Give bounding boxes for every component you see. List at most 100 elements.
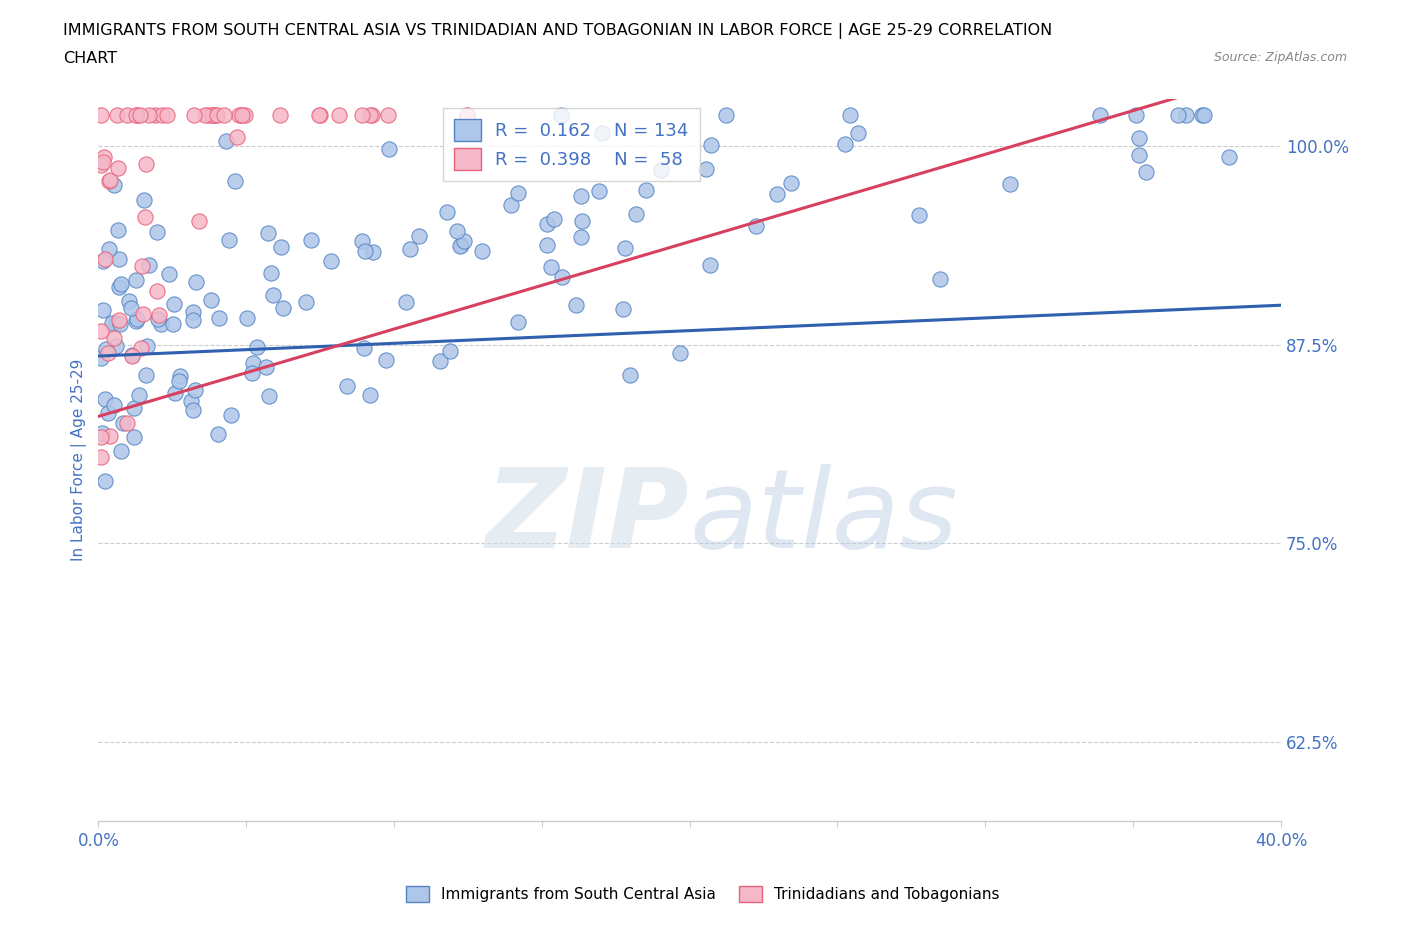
Point — [224, 173, 246, 188]
Point — [98, 173, 121, 188]
Point — [183, 107, 205, 122]
Point — [536, 238, 558, 253]
Point — [375, 352, 398, 367]
Point — [471, 244, 494, 259]
Point — [613, 240, 636, 255]
Point — [97, 405, 120, 420]
Point — [551, 270, 574, 285]
Point — [591, 126, 613, 140]
Point — [91, 302, 114, 317]
Point — [90, 351, 112, 365]
Point — [157, 266, 180, 281]
Point — [506, 314, 529, 329]
Point — [229, 107, 252, 122]
Point — [766, 187, 789, 202]
Point — [107, 161, 129, 176]
Point — [361, 245, 384, 259]
Point — [449, 239, 471, 254]
Point — [309, 107, 332, 122]
Point — [619, 368, 641, 383]
Point — [271, 300, 294, 315]
Point — [228, 107, 250, 122]
Point — [105, 107, 128, 122]
Point — [104, 339, 127, 354]
Text: Source: ZipAtlas.com: Source: ZipAtlas.com — [1213, 51, 1347, 64]
Point — [353, 341, 375, 356]
Point — [90, 157, 112, 172]
Point — [246, 339, 269, 354]
Point — [204, 107, 226, 122]
Point — [108, 316, 131, 331]
Point — [233, 107, 256, 122]
Point — [231, 107, 253, 122]
Point — [846, 126, 869, 140]
Point — [377, 107, 399, 122]
Point — [612, 301, 634, 316]
Point — [122, 401, 145, 416]
Point — [446, 223, 468, 238]
Point — [1174, 107, 1197, 122]
Point — [143, 107, 166, 122]
Point — [125, 107, 148, 122]
Point — [212, 107, 235, 122]
Point — [90, 107, 112, 122]
Point — [134, 209, 156, 224]
Point — [194, 107, 217, 122]
Point — [108, 312, 131, 327]
Point — [256, 226, 278, 241]
Point — [121, 349, 143, 364]
Point — [135, 339, 157, 353]
Point — [218, 232, 240, 247]
Point — [96, 341, 118, 356]
Point — [456, 107, 478, 122]
Point — [839, 107, 862, 122]
Point — [121, 348, 143, 363]
Point — [352, 233, 374, 248]
Point — [359, 107, 381, 122]
Point — [436, 205, 458, 219]
Point — [299, 232, 322, 247]
Text: atlas: atlas — [690, 464, 959, 571]
Point — [183, 312, 205, 327]
Point — [150, 317, 173, 332]
Point — [162, 316, 184, 331]
Point — [94, 252, 117, 267]
Point — [125, 313, 148, 328]
Point — [439, 343, 461, 358]
Point — [187, 214, 209, 229]
Point — [308, 107, 330, 122]
Point — [128, 388, 150, 403]
Point — [395, 295, 418, 310]
Point — [103, 178, 125, 193]
Point — [235, 311, 257, 325]
Point — [242, 355, 264, 370]
Point — [97, 174, 120, 189]
Y-axis label: In Labor Force | Age 25-29: In Labor Force | Age 25-29 — [72, 359, 87, 562]
Point — [131, 259, 153, 273]
Point — [328, 107, 350, 122]
Point — [359, 387, 381, 402]
Point — [456, 107, 478, 122]
Point — [588, 183, 610, 198]
Legend: R =  0.162    N = 134, R =  0.398    N =  58: R = 0.162 N = 134, R = 0.398 N = 58 — [443, 108, 700, 180]
Point — [138, 107, 160, 122]
Point — [201, 107, 224, 122]
Point — [115, 415, 138, 430]
Point — [91, 254, 114, 269]
Point — [1167, 107, 1189, 122]
Point — [205, 107, 228, 122]
Point — [132, 193, 155, 207]
Point — [107, 222, 129, 237]
Point — [634, 183, 657, 198]
Point — [94, 392, 117, 406]
Point — [156, 107, 179, 122]
Point — [197, 107, 219, 122]
Point — [110, 276, 132, 291]
Point — [146, 225, 169, 240]
Point — [834, 136, 856, 151]
Point — [745, 219, 768, 233]
Point — [453, 233, 475, 248]
Point — [550, 107, 572, 122]
Point — [180, 393, 202, 408]
Point — [169, 374, 191, 389]
